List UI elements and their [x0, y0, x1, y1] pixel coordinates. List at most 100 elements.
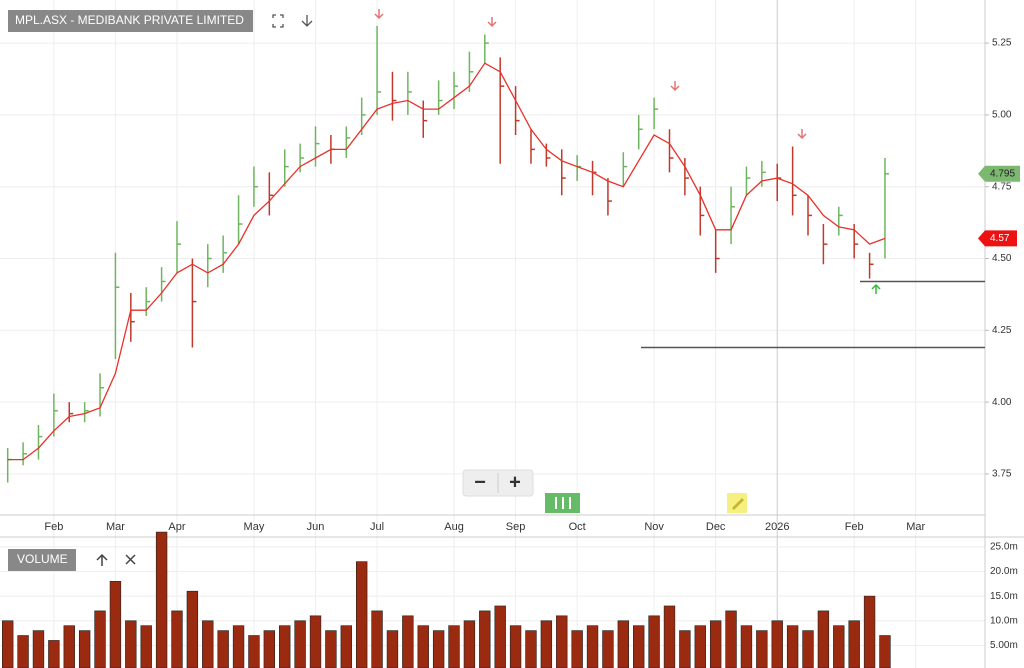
volume-bar	[417, 625, 429, 668]
volume-bar	[2, 620, 14, 668]
volume-bar	[879, 635, 891, 668]
volume-bar	[17, 635, 29, 668]
price-tag	[978, 230, 1017, 247]
volume-bar	[540, 620, 553, 668]
volume-bar	[171, 610, 183, 668]
y-tick-label: 4.25	[992, 325, 1012, 336]
volume-bar	[663, 605, 676, 668]
volume-bar	[833, 625, 845, 668]
volume-bar	[78, 630, 91, 668]
labels: 3.75 4.00 4.25 4.50 4.75 5.00 5.25 Feb Mar Apr May…	[44, 38, 1020, 651]
volume-bar	[386, 630, 399, 668]
volume-bar	[32, 630, 45, 668]
volume-bar	[771, 620, 783, 668]
volume-bar	[602, 630, 614, 668]
volume-bar	[432, 630, 445, 668]
volume-bar	[294, 620, 306, 668]
x-tick-label: Oct	[569, 521, 586, 533]
volume-bar	[355, 561, 368, 668]
moving-average	[7, 62, 886, 461]
volume-bar	[402, 615, 414, 668]
volume-bar	[279, 625, 291, 668]
volume-bar	[125, 620, 137, 668]
volume-bar	[309, 615, 322, 668]
volume-tick-label: 15.0m	[990, 591, 1018, 602]
volume-tick-label: 25.0m	[990, 541, 1018, 552]
volume-tick-label: 5.00m	[990, 640, 1018, 651]
volume-bar	[509, 625, 522, 668]
volume-bar	[709, 620, 722, 668]
y-tick-label: 5.25	[992, 38, 1012, 49]
volume-bar	[94, 610, 106, 668]
price-tag-label: 4.57	[990, 233, 1010, 244]
x-tick-label: Feb	[44, 521, 63, 533]
volume-bar	[802, 630, 814, 668]
volume-bar	[202, 620, 214, 668]
chart-title: MPL.ASX - MEDIBANK PRIVATE LIMITED	[15, 13, 244, 27]
volume-icons[interactable]	[96, 553, 136, 566]
x-tick-label: May	[244, 521, 265, 533]
price-tag	[978, 165, 1020, 182]
volume-bar	[155, 531, 168, 668]
volume-bar	[756, 630, 768, 668]
volume-bar	[571, 630, 583, 668]
volume-bar	[217, 630, 229, 668]
x-tick-label: Nov	[644, 521, 664, 533]
volume-title: VOLUME	[17, 552, 68, 566]
volume-bar	[633, 625, 645, 668]
marks	[2, 25, 985, 668]
volume-bar	[863, 595, 876, 668]
volume-bar	[648, 615, 660, 668]
volume-bar	[694, 625, 706, 668]
zoom-in[interactable]: +	[509, 471, 521, 493]
volume-title-box	[8, 549, 76, 571]
title-box	[8, 10, 253, 32]
volume-bar	[371, 610, 383, 668]
volume-tick-label: 20.0m	[990, 566, 1018, 577]
high-arrows	[374, 9, 807, 140]
handle-grip	[555, 497, 571, 509]
price-tag-label: 4.795	[990, 168, 1015, 179]
x-tick-label: Jul	[370, 521, 384, 533]
low-arrow	[871, 283, 881, 294]
x-tick-label: Mar	[906, 521, 925, 533]
volume-bar	[248, 635, 260, 668]
volume-bar	[109, 581, 122, 668]
x-tick-label: Aug	[444, 521, 464, 533]
x-tick-label: 2026	[765, 521, 789, 533]
volume-bar	[494, 605, 506, 668]
pencil-icon	[732, 498, 744, 510]
volume-bar	[448, 625, 460, 668]
volume-bar	[463, 620, 476, 668]
y-tick-label: 4.50	[992, 253, 1012, 264]
toolbar-icons[interactable]	[272, 14, 313, 28]
volume-tick-label: 10.0m	[990, 615, 1018, 626]
volume-bar	[725, 610, 737, 668]
volume-bar	[586, 625, 599, 668]
volume-bar	[140, 625, 152, 668]
volume-bar	[740, 625, 753, 668]
volume-bar	[679, 630, 691, 668]
volume-bar	[340, 625, 352, 668]
y-tick-label: 5.00	[992, 110, 1012, 121]
volume-bar	[63, 625, 75, 668]
x-tick-label: Mar	[106, 521, 125, 533]
volume-bar	[479, 610, 491, 668]
volume-bar	[786, 625, 799, 668]
volume-bar	[817, 610, 830, 668]
zoom-out[interactable]: −	[474, 471, 486, 493]
x-tick-label: Feb	[845, 521, 864, 533]
y-tick-label: 4.00	[992, 397, 1012, 408]
volume-bar	[186, 590, 199, 668]
volume-bar	[617, 620, 630, 668]
y-tick-label: 3.75	[992, 469, 1012, 480]
volume-bar	[48, 640, 60, 668]
x-tick-label: Jun	[307, 521, 325, 533]
volume-bar	[848, 620, 860, 668]
volume-bar	[263, 630, 276, 668]
y-tick-label: 4.75	[992, 181, 1012, 192]
volume-bar	[556, 615, 568, 668]
x-tick-label: Sep	[506, 521, 526, 533]
